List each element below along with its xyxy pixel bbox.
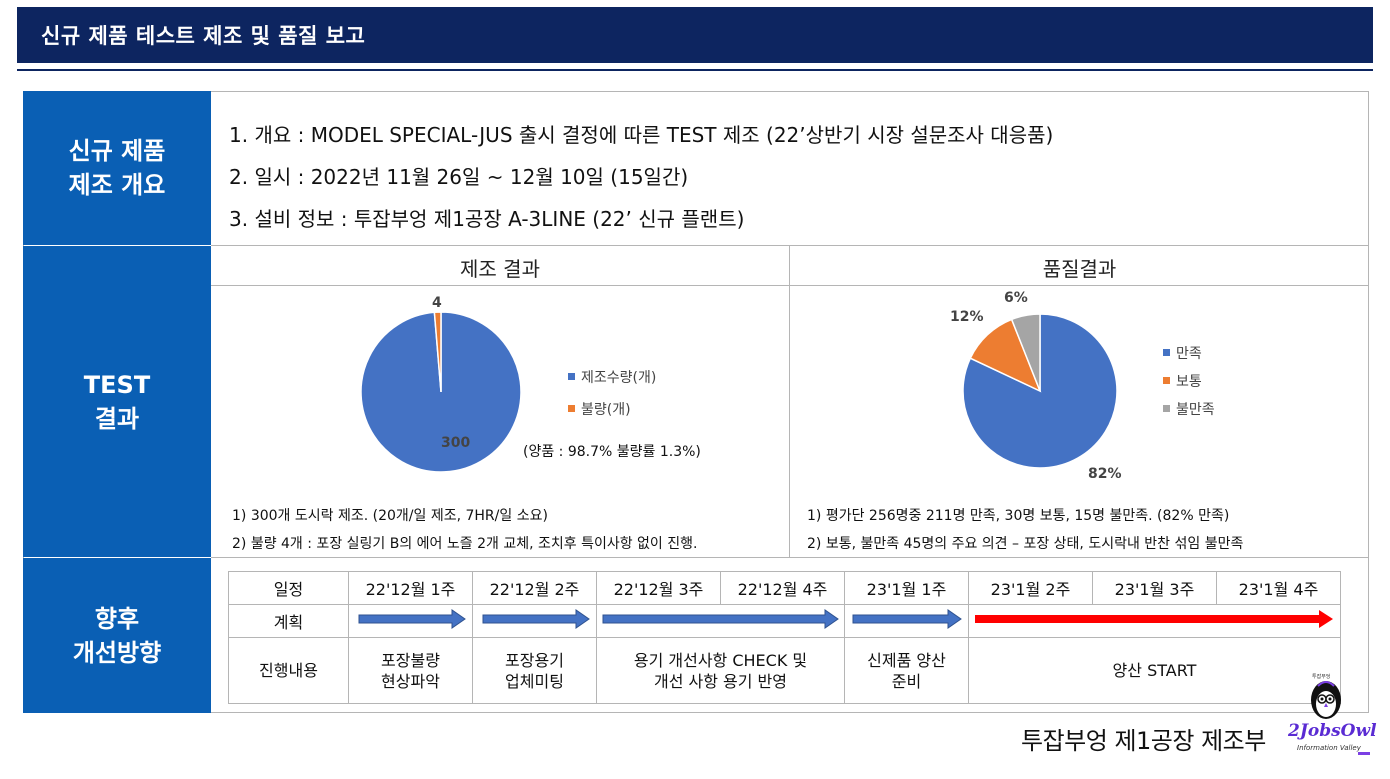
text-line: TEST xyxy=(83,370,151,399)
overview-line-1: 1. 개요 : MODEL SPECIAL-JUS 출시 결정에 따른 TEST… xyxy=(229,123,1054,147)
text-line: 업체미팅 xyxy=(505,671,564,691)
plan-cell xyxy=(968,604,1341,638)
week-cell: 23'1월 1주 xyxy=(844,571,969,605)
legend-swatch-blue xyxy=(568,372,575,380)
row-label-progress: 진행내용 xyxy=(228,637,349,704)
footer-company: 투잡부엉 제1공장 제조부 xyxy=(1021,727,1266,755)
manufacture-pie-chart xyxy=(360,311,522,473)
week-cell: 23'1월 4주 xyxy=(1216,571,1341,605)
yield-note: (양품 : 98.7% 불량률 1.3%) xyxy=(523,444,701,460)
text-line: 향후 xyxy=(94,604,140,633)
plan-arrow-blue xyxy=(602,609,839,629)
pie2-label-satisfied: 82% xyxy=(1088,466,1122,482)
pie1-label-defect: 4 xyxy=(432,295,442,311)
plan-arrow-red xyxy=(975,610,1333,628)
task-cell: 포장용기 업체미팅 xyxy=(472,637,597,704)
schedule-row-period: 일정 22'12월 1주 22'12월 2주 22'12월 3주 22'12월 … xyxy=(228,571,1341,605)
plan-cell xyxy=(844,604,969,638)
pie1-legend-produced: 제조수량(개) xyxy=(568,367,656,387)
header-rule xyxy=(17,69,1373,71)
quality-chart-title: 품질결과 xyxy=(1042,257,1117,281)
quality-note-2: 2) 보통, 불만족 45명의 주요 의견 – 포장 상태, 도시락내 반찬 섞… xyxy=(807,536,1244,552)
logo-tagline: Information Valley xyxy=(1297,744,1361,752)
pie-slice-2 xyxy=(433,311,442,393)
week-cell: 22'12월 2주 xyxy=(472,571,597,605)
text-line: 포장불량 xyxy=(381,650,440,670)
pie-slice-3 xyxy=(1010,313,1041,392)
pie1-label-produced: 300 xyxy=(441,435,471,451)
week-cell: 22'12월 4주 xyxy=(720,571,845,605)
divider-test xyxy=(211,557,1369,558)
section-label-test: TEST 결과 xyxy=(23,246,211,557)
manufacture-chart-title: 제조 결과 xyxy=(460,257,540,281)
row-label-plan: 계획 xyxy=(228,604,349,638)
pie2-label-unsatisfied: 6% xyxy=(1004,290,1028,306)
pie2-label-normal: 12% xyxy=(950,309,984,325)
legend-swatch-orange xyxy=(568,404,575,412)
plan-cell xyxy=(348,604,473,638)
week-cell: 22'12월 3주 xyxy=(596,571,721,605)
week-cell: 23'1월 3주 xyxy=(1092,571,1217,605)
text-line: 포장용기 xyxy=(505,650,564,670)
manufacture-note-1: 1) 300개 도시락 제조. (20개/일 제조, 7HR/일 소요) xyxy=(232,508,548,524)
plan-arrow-blue xyxy=(482,609,590,629)
logo-name: 2JobsOwl xyxy=(1288,721,1377,741)
text-line: 신제품 양산 xyxy=(867,650,946,670)
plan-cell xyxy=(596,604,845,638)
schedule-table: 일정 22'12월 1주 22'12월 2주 22'12월 3주 22'12월 … xyxy=(228,571,1341,704)
legend-label: 만족 xyxy=(1176,346,1202,362)
quality-pie-chart xyxy=(962,313,1118,469)
legend-label: 제조수량(개) xyxy=(581,370,657,386)
logo-badge: 투잡부엉 xyxy=(1312,673,1330,680)
row-label-period: 일정 xyxy=(228,571,349,605)
text-line: 결과 xyxy=(94,404,140,433)
text-line: 신규 제품 xyxy=(68,137,166,165)
week-cell: 22'12월 1주 xyxy=(348,571,473,605)
text-line: 준비 xyxy=(891,671,922,691)
page-title: 신규 제품 테스트 제조 및 품질 보고 xyxy=(41,24,366,48)
divider-charts xyxy=(789,245,790,557)
header-bar: 신규 제품 테스트 제조 및 품질 보고 xyxy=(17,7,1373,63)
legend-swatch-gray xyxy=(1163,404,1170,412)
plan-arrow-blue xyxy=(358,609,466,629)
legend-label: 불량(개) xyxy=(581,402,631,418)
legend-swatch-blue xyxy=(1163,348,1170,356)
week-cell: 23'1월 2주 xyxy=(968,571,1093,605)
overview-line-3: 3. 설비 정보 : 투잡부엉 제1공장 A-3LINE (22’ 신규 플랜트… xyxy=(229,207,745,231)
legend-label: 보통 xyxy=(1176,374,1202,390)
pie2-legend-unsatisfied: 불만족 xyxy=(1163,399,1215,419)
legend-swatch-orange xyxy=(1163,376,1170,384)
text-line: 개선 사항 용기 반영 xyxy=(653,671,788,691)
plan-arrow-blue xyxy=(852,609,962,629)
text-line: 용기 개선사항 CHECK 및 xyxy=(633,650,808,670)
task-cell: 용기 개선사항 CHECK 및 개선 사항 용기 반영 xyxy=(596,637,845,704)
task-cell: 신제품 양산 준비 xyxy=(844,637,969,704)
pie2-legend-satisfied: 만족 xyxy=(1163,343,1202,363)
divider-chart-titles xyxy=(211,285,1369,286)
pie1-legend-defect: 불량(개) xyxy=(568,399,631,419)
schedule-row-plan: 계획 xyxy=(228,604,1341,638)
text-line: 양산 START xyxy=(1112,661,1197,680)
divider-overview xyxy=(211,245,1369,246)
owl-logo-icon: 투잡부엉 xyxy=(1311,673,1370,755)
quality-note-1: 1) 평가단 256명중 211명 만족, 30명 보통, 15명 불만족. (… xyxy=(807,508,1230,524)
schedule-row-progress: 진행내용 포장불량 현상파악 포장용기 업체미팅 용기 개선사항 CHECK 및 개선… xyxy=(228,637,1341,704)
plan-cell xyxy=(472,604,597,638)
legend-label: 불만족 xyxy=(1176,402,1215,418)
text-line: 현상파악 xyxy=(381,671,440,691)
task-cell: 포장불량 현상파악 xyxy=(348,637,473,704)
text-line: 제조 개요 xyxy=(68,171,166,199)
manufacture-note-2: 2) 불량 4개 : 포장 실링기 B의 에어 노즐 2개 교체, 조치후 특이… xyxy=(232,536,698,552)
pie2-legend-normal: 보통 xyxy=(1163,371,1202,391)
task-cell: 양산 START xyxy=(968,637,1341,704)
text-line: 개선방향 xyxy=(72,638,162,667)
overview-line-2: 2. 일시 : 2022년 11월 26일 ~ 12월 10일 (15일간) xyxy=(229,165,689,189)
